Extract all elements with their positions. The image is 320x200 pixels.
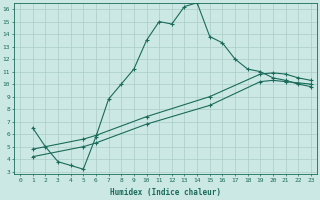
X-axis label: Humidex (Indice chaleur): Humidex (Indice chaleur) [110, 188, 221, 197]
